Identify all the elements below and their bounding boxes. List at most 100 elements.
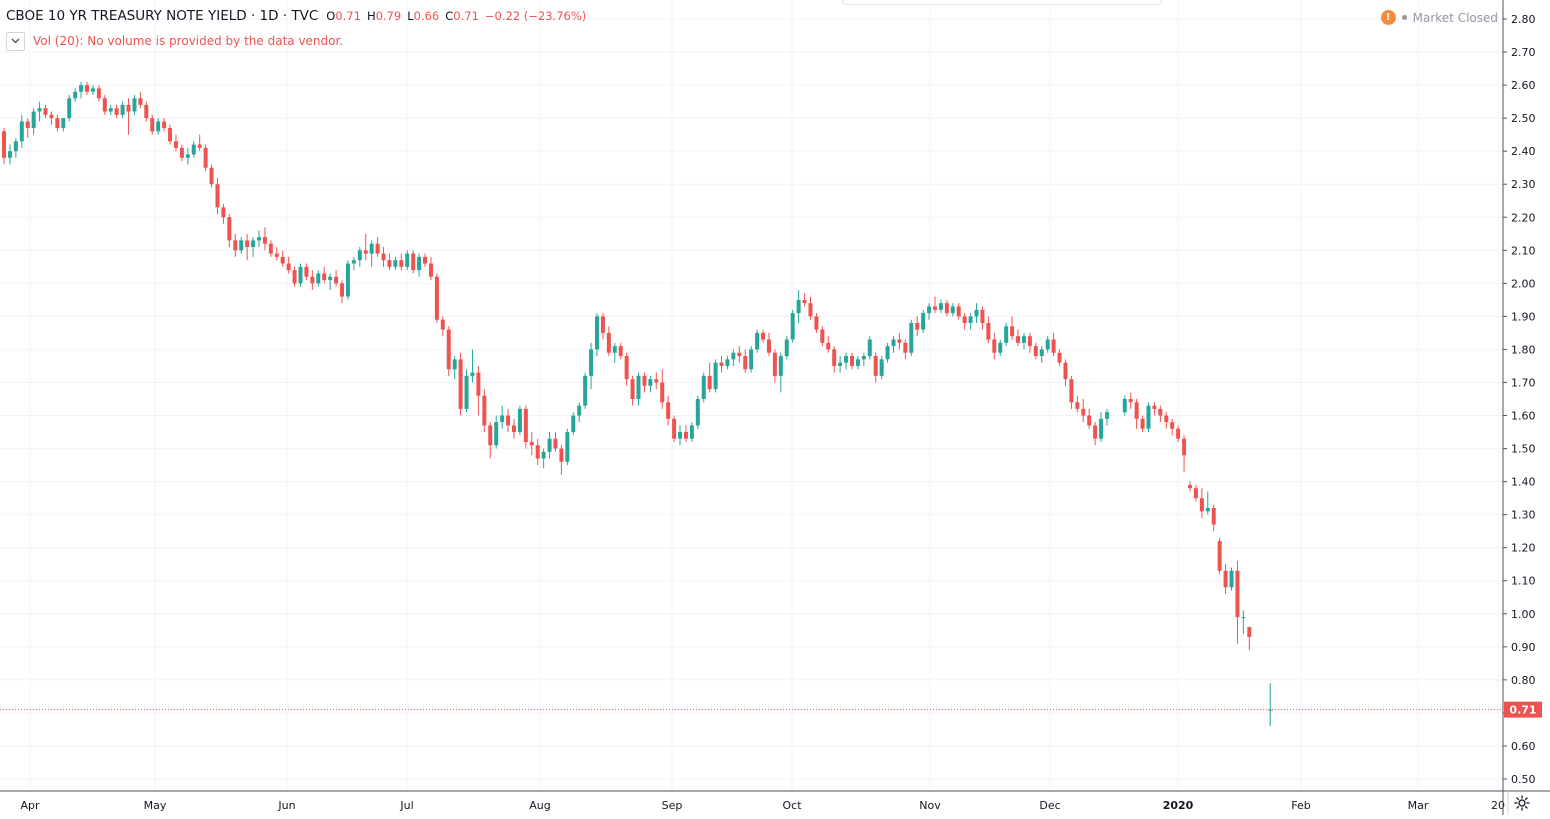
candle-body[interactable]	[737, 352, 742, 357]
candle-body[interactable]	[1152, 405, 1157, 409]
candle-body[interactable]	[1241, 617, 1246, 619]
candle-body[interactable]	[814, 316, 819, 330]
candle-body[interactable]	[1235, 570, 1240, 618]
candle-body[interactable]	[1134, 402, 1139, 419]
candle-body[interactable]	[405, 253, 410, 267]
candle-body[interactable]	[357, 250, 362, 261]
candle-body[interactable]	[796, 299, 801, 314]
candle-body[interactable]	[102, 98, 107, 112]
candle-body[interactable]	[446, 329, 451, 370]
candle-body[interactable]	[944, 303, 949, 314]
candle-body[interactable]	[559, 448, 564, 462]
candle-body[interactable]	[974, 309, 979, 317]
candle-body[interactable]	[1140, 418, 1145, 429]
candle-body[interactable]	[535, 445, 540, 459]
candle-body[interactable]	[523, 408, 528, 442]
candle-body[interactable]	[61, 118, 66, 129]
candle-body[interactable]	[1268, 709, 1273, 711]
candle-body[interactable]	[168, 128, 173, 142]
floating-tab-handle[interactable]	[842, 0, 1162, 5]
candle-body[interactable]	[428, 263, 433, 277]
candle-body[interactable]	[915, 323, 920, 330]
candle-body[interactable]	[695, 399, 700, 426]
candle-body[interactable]	[120, 104, 125, 115]
candle-body[interactable]	[79, 85, 84, 92]
candle-body[interactable]	[132, 98, 137, 112]
candle-body[interactable]	[1229, 570, 1234, 588]
candle-body[interactable]	[630, 379, 635, 399]
candle-body[interactable]	[251, 240, 256, 247]
candle-body[interactable]	[221, 207, 226, 218]
candle-body[interactable]	[1176, 428, 1181, 439]
candle-body[interactable]	[1057, 352, 1062, 363]
candle-body[interactable]	[67, 98, 72, 119]
candle-body[interactable]	[1099, 418, 1104, 439]
candle-body[interactable]	[553, 438, 558, 449]
candle-body[interactable]	[322, 273, 327, 281]
candle-body[interactable]	[381, 253, 386, 261]
candle-body[interactable]	[547, 438, 552, 452]
candle-body[interactable]	[316, 273, 321, 284]
candle-body[interactable]	[19, 121, 24, 142]
candle-body[interactable]	[328, 276, 333, 281]
candle-body[interactable]	[755, 332, 760, 350]
candle-body[interactable]	[1027, 336, 1032, 347]
candle-body[interactable]	[7, 151, 12, 158]
candle-body[interactable]	[1010, 326, 1015, 337]
candle-body[interactable]	[363, 250, 368, 254]
candle-body[interactable]	[458, 359, 463, 409]
candle-body[interactable]	[689, 425, 694, 439]
candle-body[interactable]	[897, 339, 902, 343]
candle-body[interactable]	[369, 243, 374, 254]
candle-body[interactable]	[921, 313, 926, 330]
candle-body[interactable]	[43, 108, 48, 115]
candle-body[interactable]	[1164, 415, 1169, 423]
candle-body[interactable]	[938, 303, 943, 310]
candle-body[interactable]	[1247, 627, 1252, 637]
candle-body[interactable]	[387, 260, 392, 267]
candle-body[interactable]	[90, 88, 95, 92]
candle-body[interactable]	[980, 309, 985, 323]
candle-body[interactable]	[749, 349, 754, 370]
candle-body[interactable]	[879, 359, 884, 376]
candle-body[interactable]	[790, 313, 795, 340]
candle-body[interactable]	[642, 375, 647, 386]
candle-body[interactable]	[1188, 484, 1192, 489]
candle-body[interactable]	[156, 121, 161, 132]
candle-body[interactable]	[606, 332, 611, 353]
candle-body[interactable]	[393, 260, 398, 267]
candle-body[interactable]	[998, 342, 1003, 353]
candle-body[interactable]	[452, 359, 457, 370]
candle-body[interactable]	[375, 243, 380, 254]
candle-body[interactable]	[612, 346, 617, 353]
candle-body[interactable]	[577, 405, 582, 416]
candle-body[interactable]	[636, 375, 641, 399]
candle-body[interactable]	[500, 415, 505, 423]
candle-body[interactable]	[672, 418, 677, 439]
candle-body[interactable]	[725, 359, 730, 366]
candle-body[interactable]	[1223, 570, 1228, 588]
candle-body[interactable]	[968, 316, 973, 323]
candle-body[interactable]	[476, 372, 481, 396]
candle-body[interactable]	[1146, 405, 1151, 429]
candle-body[interactable]	[185, 154, 190, 158]
candle-body[interactable]	[683, 432, 688, 439]
candle-body[interactable]	[719, 362, 724, 366]
candle-body[interactable]	[701, 375, 706, 399]
candle-body[interactable]	[571, 415, 576, 433]
candle-body[interactable]	[1016, 336, 1021, 343]
candle-body[interactable]	[808, 303, 813, 317]
candle-body[interactable]	[280, 256, 285, 264]
candle-body[interactable]	[761, 332, 766, 340]
candle-body[interactable]	[345, 263, 350, 297]
candle-body[interactable]	[529, 441, 534, 446]
candle-body[interactable]	[772, 352, 777, 376]
candle-body[interactable]	[541, 451, 546, 459]
candle-body[interactable]	[885, 346, 890, 360]
candle-body[interactable]	[1087, 415, 1092, 426]
candle-body[interactable]	[191, 144, 196, 155]
candle-body[interactable]	[654, 379, 659, 383]
candle-body[interactable]	[891, 339, 896, 347]
